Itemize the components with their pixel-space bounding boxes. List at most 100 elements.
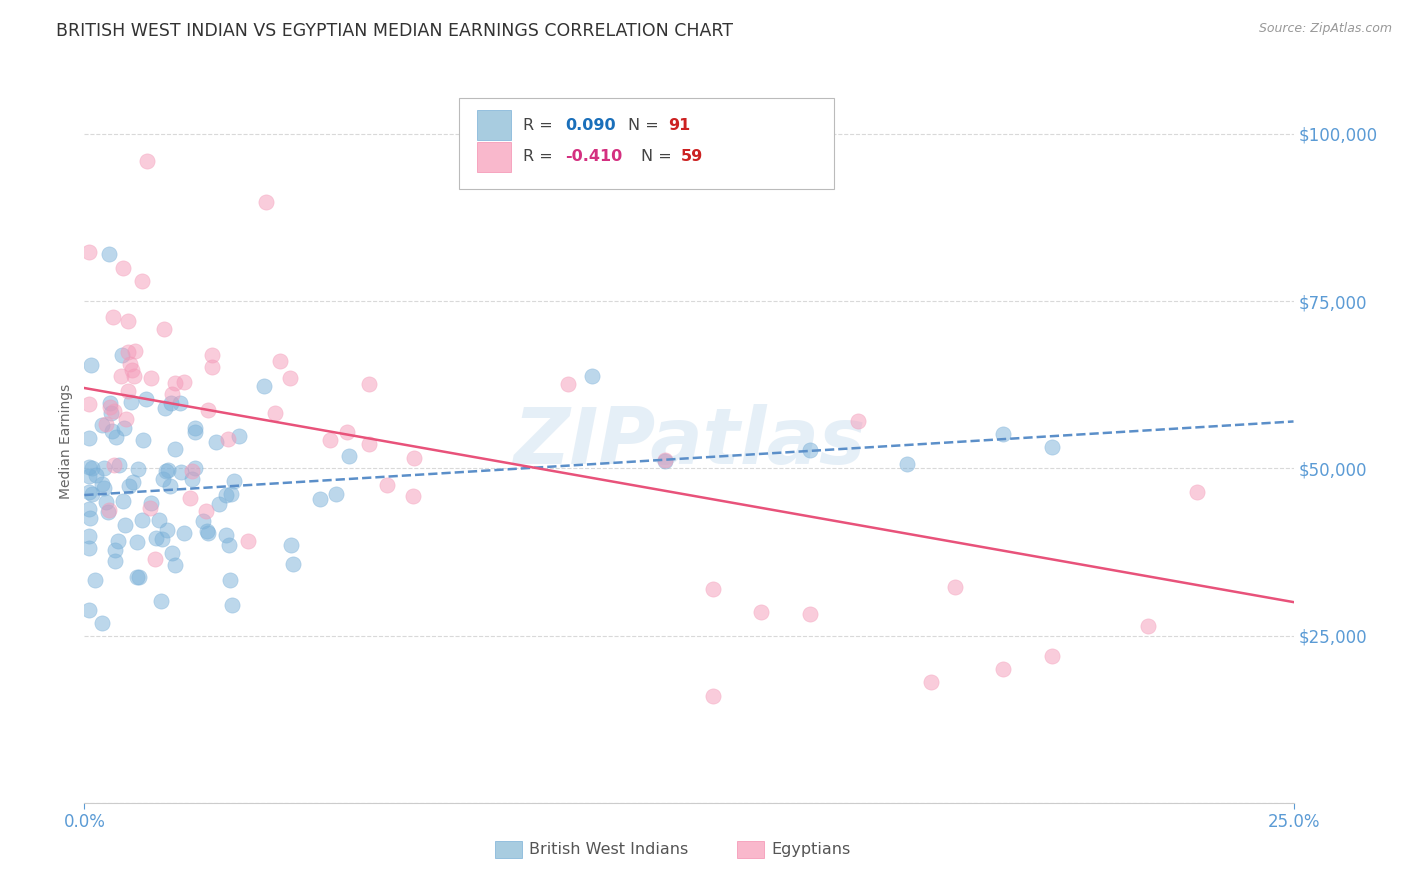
Point	[84, 468, 107, 483]
Point	[325, 487, 347, 501]
Point	[184, 425, 207, 439]
Point	[77, 502, 100, 516]
Point	[155, 401, 177, 416]
Point	[105, 430, 128, 444]
Point	[94, 417, 117, 431]
Point	[107, 534, 129, 549]
Point	[375, 477, 398, 491]
Point	[1185, 484, 1208, 499]
Point	[77, 396, 100, 410]
Point	[993, 662, 1015, 676]
Text: BRITISH WEST INDIAN VS EGYPTIAN MEDIAN EARNINGS CORRELATION CHART: BRITISH WEST INDIAN VS EGYPTIAN MEDIAN E…	[56, 22, 734, 40]
Point	[402, 490, 425, 504]
Point	[308, 491, 330, 506]
Point	[201, 348, 224, 362]
Point	[90, 418, 112, 433]
Point	[269, 354, 291, 368]
Point	[82, 461, 104, 475]
Point	[280, 370, 302, 384]
Point	[1040, 649, 1063, 664]
Point	[111, 347, 134, 361]
Point	[114, 518, 136, 533]
Point	[179, 491, 201, 505]
Point	[128, 570, 150, 584]
Point	[139, 496, 162, 510]
Point	[207, 497, 229, 511]
Point	[163, 376, 186, 390]
Bar	[737, 841, 763, 858]
Point	[191, 514, 214, 528]
Text: 59: 59	[681, 149, 703, 164]
Point	[993, 426, 1015, 441]
Y-axis label: Median Earnings: Median Earnings	[59, 384, 73, 500]
Point	[221, 598, 243, 612]
Point	[96, 495, 118, 509]
Point	[77, 469, 100, 483]
Point	[1137, 618, 1160, 632]
Point	[217, 433, 239, 447]
Point	[581, 369, 603, 384]
Point	[84, 574, 107, 588]
Point	[173, 375, 195, 389]
Point	[339, 449, 361, 463]
Point	[654, 454, 676, 468]
Point	[125, 535, 148, 549]
Point	[336, 425, 359, 440]
Point	[82, 487, 104, 501]
Text: N =: N =	[641, 149, 676, 164]
Point	[125, 570, 148, 584]
Point	[135, 392, 157, 406]
Point	[169, 396, 191, 410]
Point	[103, 458, 125, 472]
Point	[160, 546, 183, 560]
Point	[181, 464, 204, 478]
Point	[77, 541, 100, 556]
Point	[236, 534, 259, 549]
Text: N =: N =	[628, 118, 665, 133]
Text: Source: ZipAtlas.com: Source: ZipAtlas.com	[1258, 22, 1392, 36]
Point	[104, 542, 127, 557]
Point	[93, 481, 115, 495]
FancyBboxPatch shape	[460, 98, 834, 189]
Point	[107, 458, 129, 473]
Point	[104, 554, 127, 568]
Point	[143, 552, 166, 566]
Point	[160, 387, 183, 401]
Point	[160, 396, 183, 410]
Point	[103, 404, 125, 418]
Point	[197, 403, 219, 417]
Point	[215, 488, 238, 502]
Point	[254, 195, 277, 210]
Point	[557, 376, 579, 391]
Point	[91, 616, 114, 631]
Point	[139, 500, 162, 515]
Point	[702, 689, 724, 703]
Point	[141, 371, 163, 385]
Text: British West Indians: British West Indians	[529, 842, 689, 857]
Point	[98, 395, 121, 409]
Point	[404, 451, 426, 466]
Point	[221, 487, 243, 501]
Point	[150, 594, 173, 608]
Point	[77, 431, 100, 445]
Point	[159, 479, 181, 493]
Point	[751, 606, 773, 620]
Point	[197, 526, 219, 541]
Text: 91: 91	[668, 118, 690, 133]
Point	[131, 274, 153, 288]
Point	[319, 434, 342, 448]
Point	[152, 472, 174, 486]
Point	[118, 479, 141, 493]
Text: ZIPatlas: ZIPatlas	[513, 403, 865, 480]
Point	[359, 376, 381, 391]
Point	[148, 513, 170, 527]
Point	[136, 153, 159, 168]
Point	[93, 461, 115, 475]
Point	[121, 475, 143, 490]
Point	[359, 437, 381, 451]
Point	[197, 524, 219, 538]
Point	[896, 457, 918, 471]
Point	[920, 675, 942, 690]
Point	[145, 531, 167, 545]
Point	[97, 247, 120, 261]
